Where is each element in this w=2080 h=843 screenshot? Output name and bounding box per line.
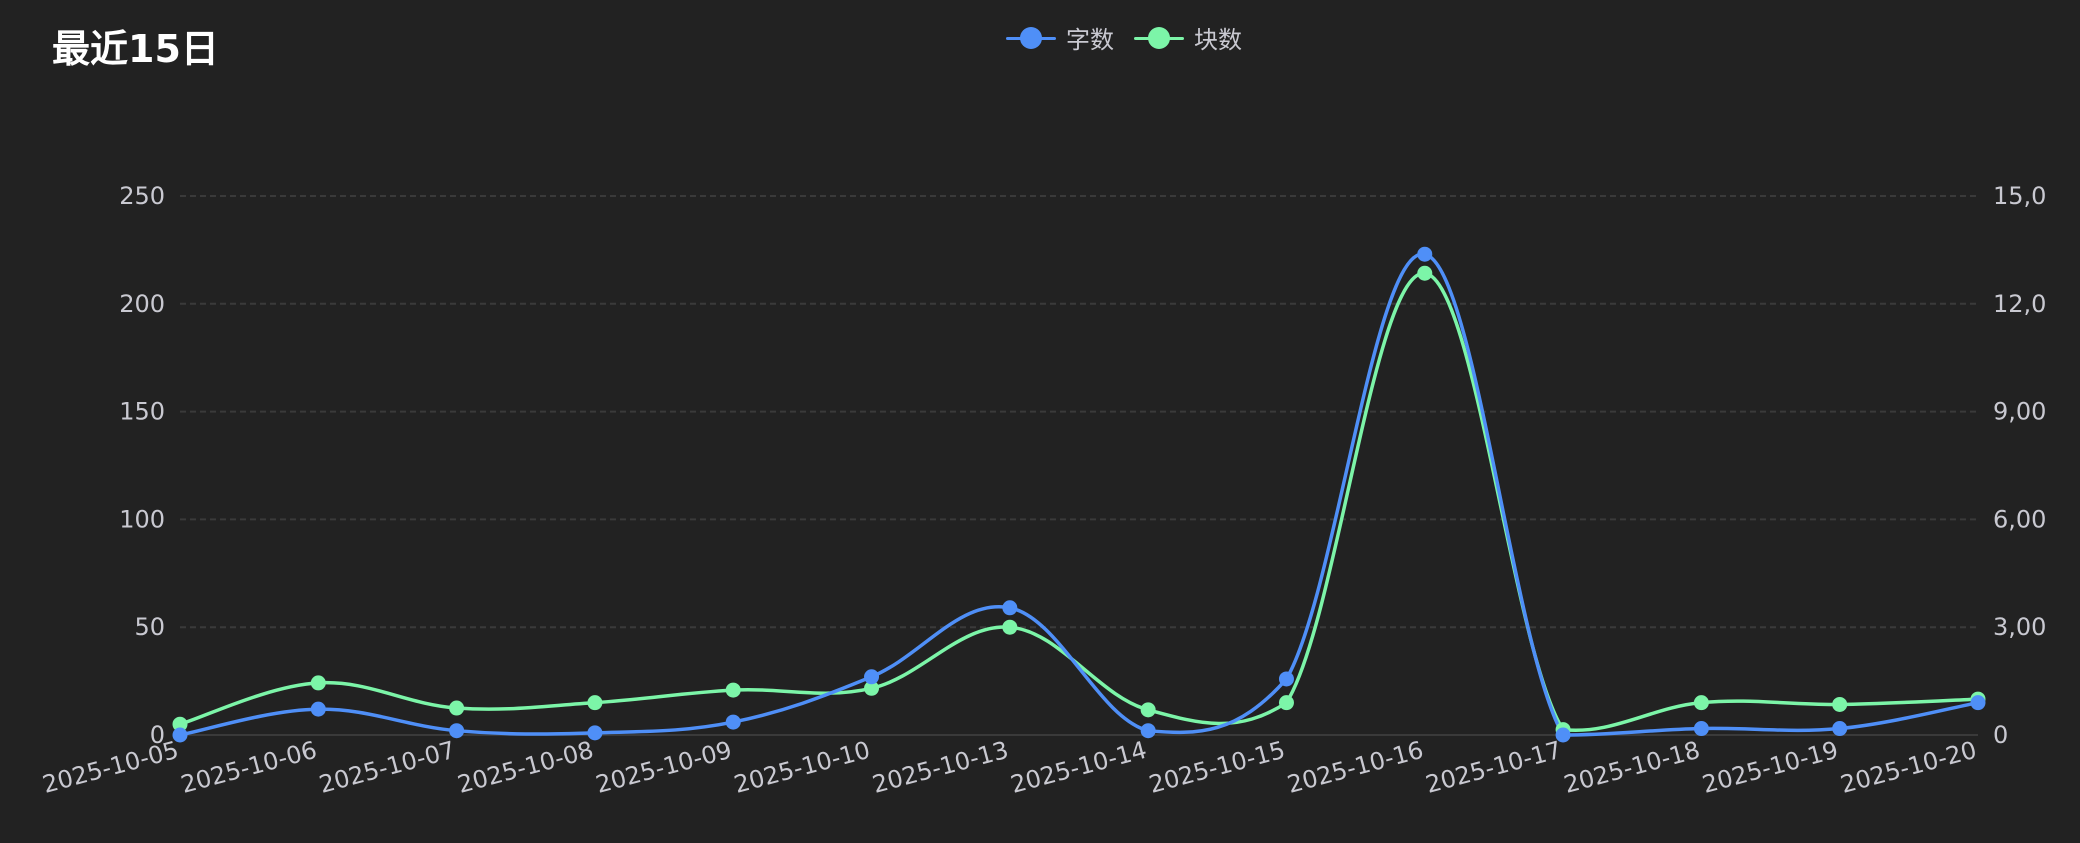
- x-tick-label: 2025-10-19: [1699, 736, 1841, 799]
- legend-label-series2: 块数: [1194, 26, 1242, 54]
- x-tick-label: 2025-10-14: [1008, 736, 1150, 799]
- y-right-tick-label: 9,00: [1993, 398, 2046, 426]
- data-point-series1[interactable]: [310, 701, 326, 717]
- x-tick-label: 2025-10-09: [593, 736, 735, 799]
- x-tick-label: 2025-10-06: [178, 736, 320, 799]
- data-point-series1[interactable]: [172, 727, 188, 743]
- data-point-series1[interactable]: [864, 669, 880, 685]
- y-right-tick-label: 0: [1993, 721, 2008, 749]
- data-point-series1[interactable]: [1278, 671, 1294, 687]
- data-point-series2[interactable]: [1278, 695, 1294, 711]
- data-point-series2[interactable]: [1417, 265, 1433, 281]
- data-point-series2[interactable]: [1002, 619, 1018, 635]
- x-tick-label: 2025-10-07: [316, 736, 458, 799]
- x-tick-label: 2025-10-17: [1423, 736, 1565, 799]
- legend-swatch-series1: [1006, 23, 1056, 53]
- chart-title: 最近15日: [52, 27, 219, 71]
- data-point-series1[interactable]: [449, 723, 465, 739]
- y-left-tick-label: 250: [119, 182, 165, 210]
- legend-item-series1[interactable]: 字数: [1006, 20, 1114, 55]
- data-point-series2[interactable]: [1140, 702, 1156, 718]
- y-right-tick-label: 3,00: [1993, 613, 2046, 641]
- x-tick-label: 2025-10-13: [869, 736, 1011, 799]
- x-tick-label: 2025-10-10: [731, 736, 873, 799]
- data-point-series2[interactable]: [1832, 696, 1848, 712]
- x-tick-label: 2025-10-05: [40, 736, 182, 799]
- x-tick-label: 2025-10-15: [1146, 736, 1288, 799]
- data-point-series1[interactable]: [1555, 727, 1571, 743]
- data-point-series1[interactable]: [1693, 721, 1709, 737]
- legend-swatch-series2: [1134, 23, 1184, 53]
- y-left-tick-label: 150: [119, 398, 165, 426]
- y-left-tick-label: 200: [119, 290, 165, 318]
- data-point-series2[interactable]: [310, 675, 326, 691]
- data-point-series2[interactable]: [172, 716, 188, 732]
- data-point-series1[interactable]: [1140, 723, 1156, 739]
- data-point-series2[interactable]: [1693, 695, 1709, 711]
- x-tick-label: 2025-10-18: [1561, 736, 1703, 799]
- x-tick-label: 2025-10-08: [454, 736, 596, 799]
- legend: 字数 块数: [1006, 20, 1242, 55]
- data-point-series2[interactable]: [725, 682, 741, 698]
- y-right-tick-label: 15,0: [1993, 182, 2046, 210]
- data-point-series1[interactable]: [725, 714, 741, 730]
- data-point-series2[interactable]: [587, 695, 603, 711]
- y-left-tick-label: 100: [119, 505, 165, 533]
- series-line-2: [179, 271, 1979, 733]
- data-point-series1[interactable]: [1002, 600, 1018, 616]
- y-right-tick-label: 6,00: [1993, 505, 2046, 533]
- legend-item-series2[interactable]: 块数: [1134, 20, 1242, 55]
- y-left-tick-label: 0: [150, 721, 165, 749]
- data-point-series1[interactable]: [1832, 721, 1848, 737]
- data-point-series1[interactable]: [1417, 246, 1433, 262]
- series-line-1: [179, 252, 1979, 737]
- data-point-series2[interactable]: [864, 680, 880, 696]
- x-tick-label: 2025-10-20: [1838, 736, 1980, 799]
- data-point-series1[interactable]: [587, 725, 603, 741]
- data-point-series1[interactable]: [1970, 695, 1986, 711]
- data-point-series2[interactable]: [449, 700, 465, 716]
- y-left-tick-label: 50: [134, 613, 165, 641]
- x-tick-label: 2025-10-16: [1284, 736, 1426, 799]
- legend-label-series1: 字数: [1066, 26, 1114, 54]
- y-right-tick-label: 12,0: [1993, 290, 2046, 318]
